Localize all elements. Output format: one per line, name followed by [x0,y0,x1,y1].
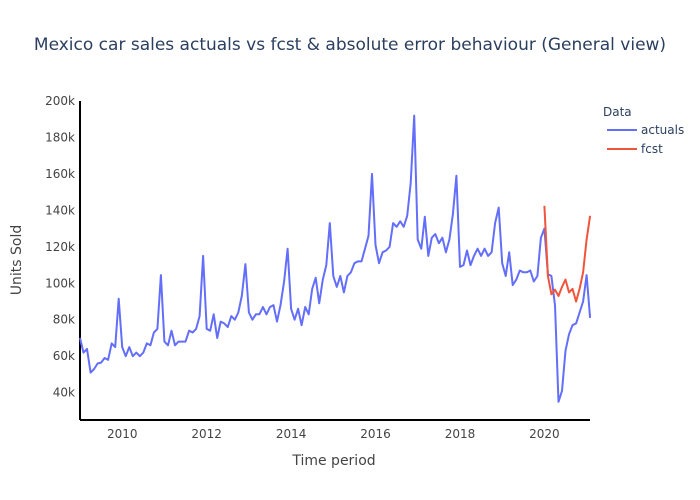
y-axis-ticks: 40k 60k 80k 100k 120k 140k 160k 180k 200k [45,94,75,400]
legend-label: fcst [641,142,663,156]
series-layer [79,114,592,403]
legend-item-fcst[interactable]: fcst [607,142,663,156]
x-axis-ticks: 2010 2012 2014 2016 2018 2020 [107,427,560,441]
y-tick-label: 180k [45,130,75,144]
x-tick-label: 2012 [191,427,222,441]
chart-title: Mexico car sales actuals vs fcst & absol… [34,35,666,55]
series-line-fcst [543,205,592,303]
x-tick-label: 2010 [107,427,138,441]
x-tick-label: 2018 [445,427,476,441]
legend-items: actuals fcst [607,123,684,156]
y-tick-label: 80k [53,313,75,327]
y-tick-label: 120k [45,240,75,254]
legend: Data actuals fcst [603,105,684,156]
y-tick-label: 140k [45,203,75,217]
y-tick-label: 60k [53,349,75,363]
x-axis-label: Time period [291,453,375,469]
legend-item-actuals[interactable]: actuals [607,123,684,137]
y-tick-label: 40k [53,386,75,400]
legend-title: Data [603,105,632,119]
x-tick-label: 2014 [276,427,307,441]
series-line-actuals [79,114,592,403]
x-tick-label: 2020 [529,427,560,441]
y-tick-label: 100k [45,276,75,290]
y-tick-label: 200k [45,94,75,108]
y-tick-label: 160k [45,167,75,181]
plot-area [79,101,590,421]
y-axis-label: Units Sold [9,225,25,295]
legend-label: actuals [641,123,684,137]
x-tick-label: 2016 [360,427,391,441]
